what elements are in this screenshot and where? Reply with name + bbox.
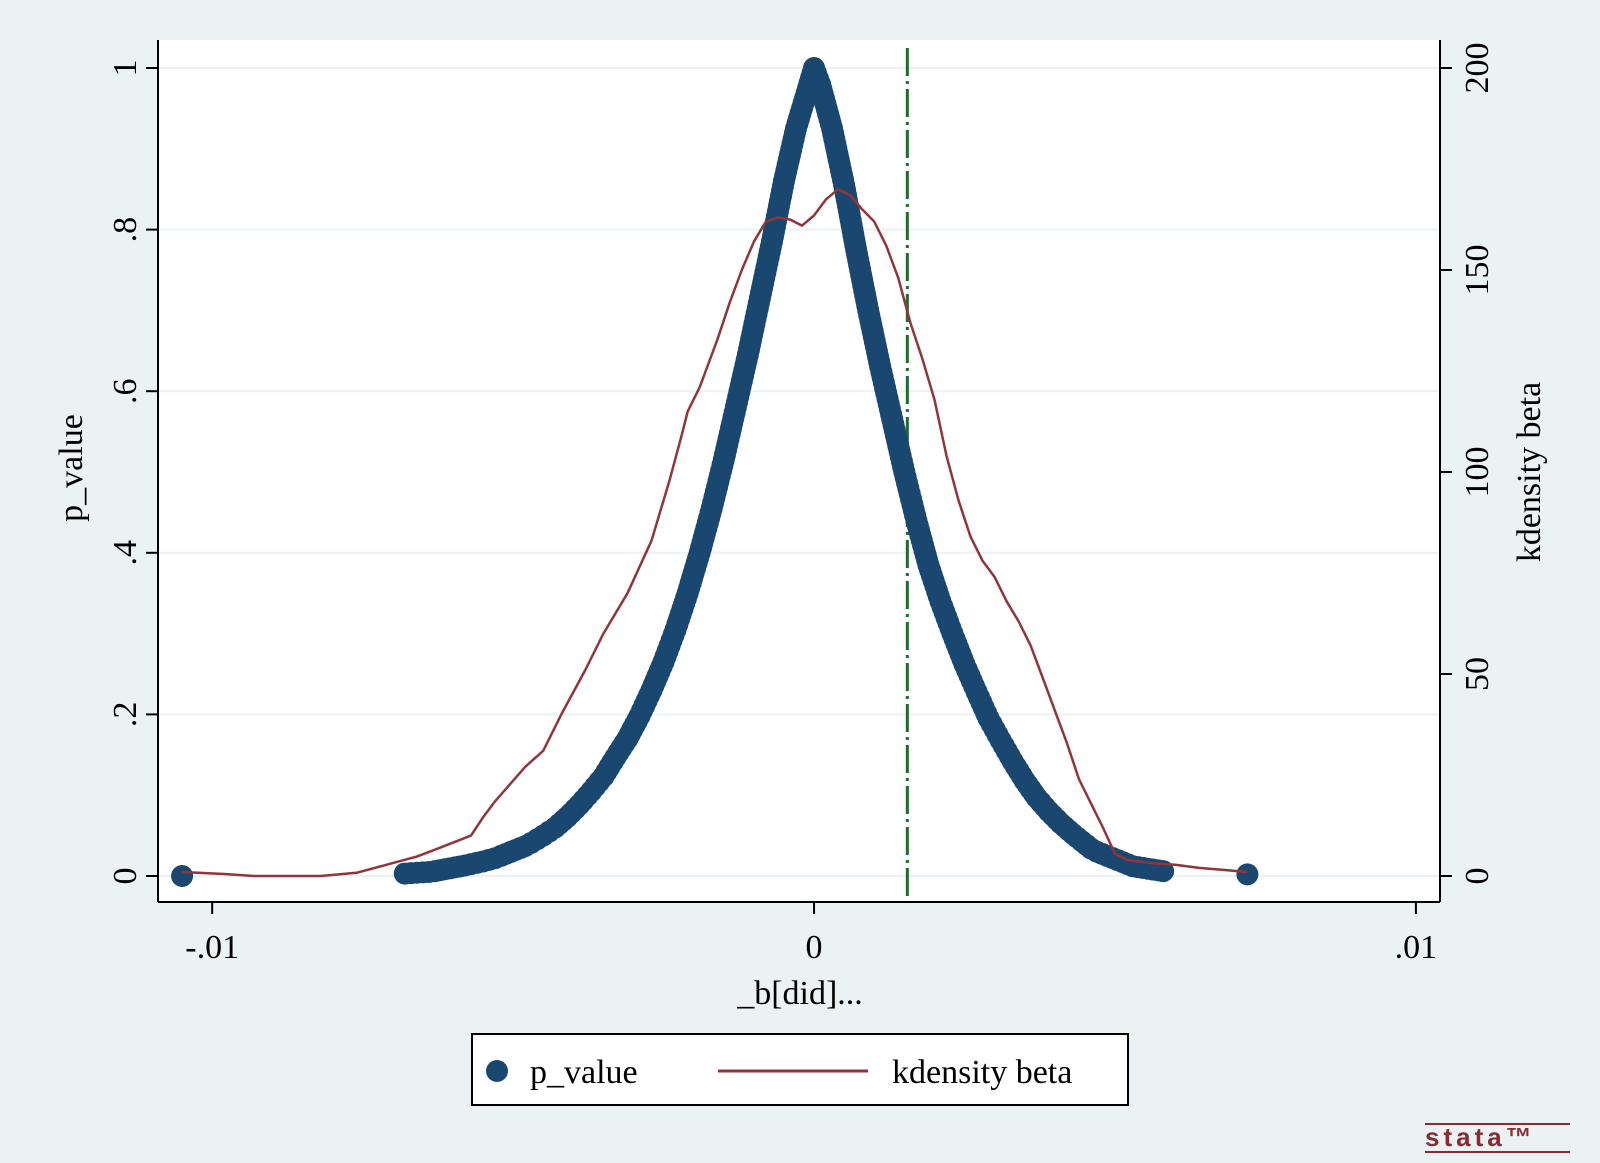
- right-y-axis-title: kdensity beta: [1511, 382, 1548, 562]
- legend-marker-p-value: [486, 1060, 508, 1082]
- kdensity-line: [182, 187, 1248, 878]
- legend-label-p-value: p_value: [530, 1054, 638, 1091]
- kdensity-line-group: [182, 187, 1248, 878]
- p-value-point-0: [171, 865, 194, 887]
- right-y-tick-label-1: 50: [1459, 657, 1496, 691]
- p-value-point-61: [1236, 863, 1259, 886]
- logo-text: stata™: [1425, 1122, 1536, 1152]
- legend: p_value kdensity beta: [471, 1033, 1129, 1106]
- x-axis-ticks: -.01 0 .01: [185, 902, 1437, 966]
- right-y-tick-label-0: 0: [1459, 868, 1496, 885]
- stata-logo: stata™: [1425, 1122, 1570, 1153]
- x-tick-label-1: 0: [806, 929, 823, 966]
- p-value-point-fill-7-4: [509, 837, 532, 860]
- left-y-tick-label-2: .4: [107, 540, 144, 566]
- left-y-axis-title: p_value: [53, 414, 90, 522]
- x-tick-label-2: .01: [1395, 929, 1438, 966]
- x-tick-label-0: -.01: [185, 929, 239, 966]
- p-value-point-fill-1-3: [411, 861, 434, 884]
- p-value-point-fill-5-1: [478, 848, 501, 871]
- right-y-tick-label-3: 150: [1459, 245, 1496, 296]
- left-y-tick-label-0: 0: [107, 868, 144, 885]
- right-y-tick-label-2: 100: [1459, 447, 1496, 498]
- left-y-tick-label-5: 1: [107, 60, 144, 77]
- right-y-tick-label-4: 200: [1459, 43, 1496, 94]
- p-value-scatter: [171, 57, 1259, 887]
- legend-label-kdensity: kdensity beta: [892, 1054, 1072, 1091]
- x-axis-title: _b[did]...: [736, 975, 863, 1012]
- left-y-tick-label-4: .8: [107, 217, 144, 243]
- left-y-axis-ticks: 0 .2 .4 .6 .8 1: [107, 60, 158, 885]
- left-y-tick-label-3: .6: [107, 378, 144, 404]
- gridlines: [158, 67, 1440, 877]
- plot-area: [158, 40, 1440, 902]
- right-y-axis-ticks: 0 50 100 150 200: [1440, 43, 1496, 885]
- left-y-tick-label-1: .2: [107, 702, 144, 728]
